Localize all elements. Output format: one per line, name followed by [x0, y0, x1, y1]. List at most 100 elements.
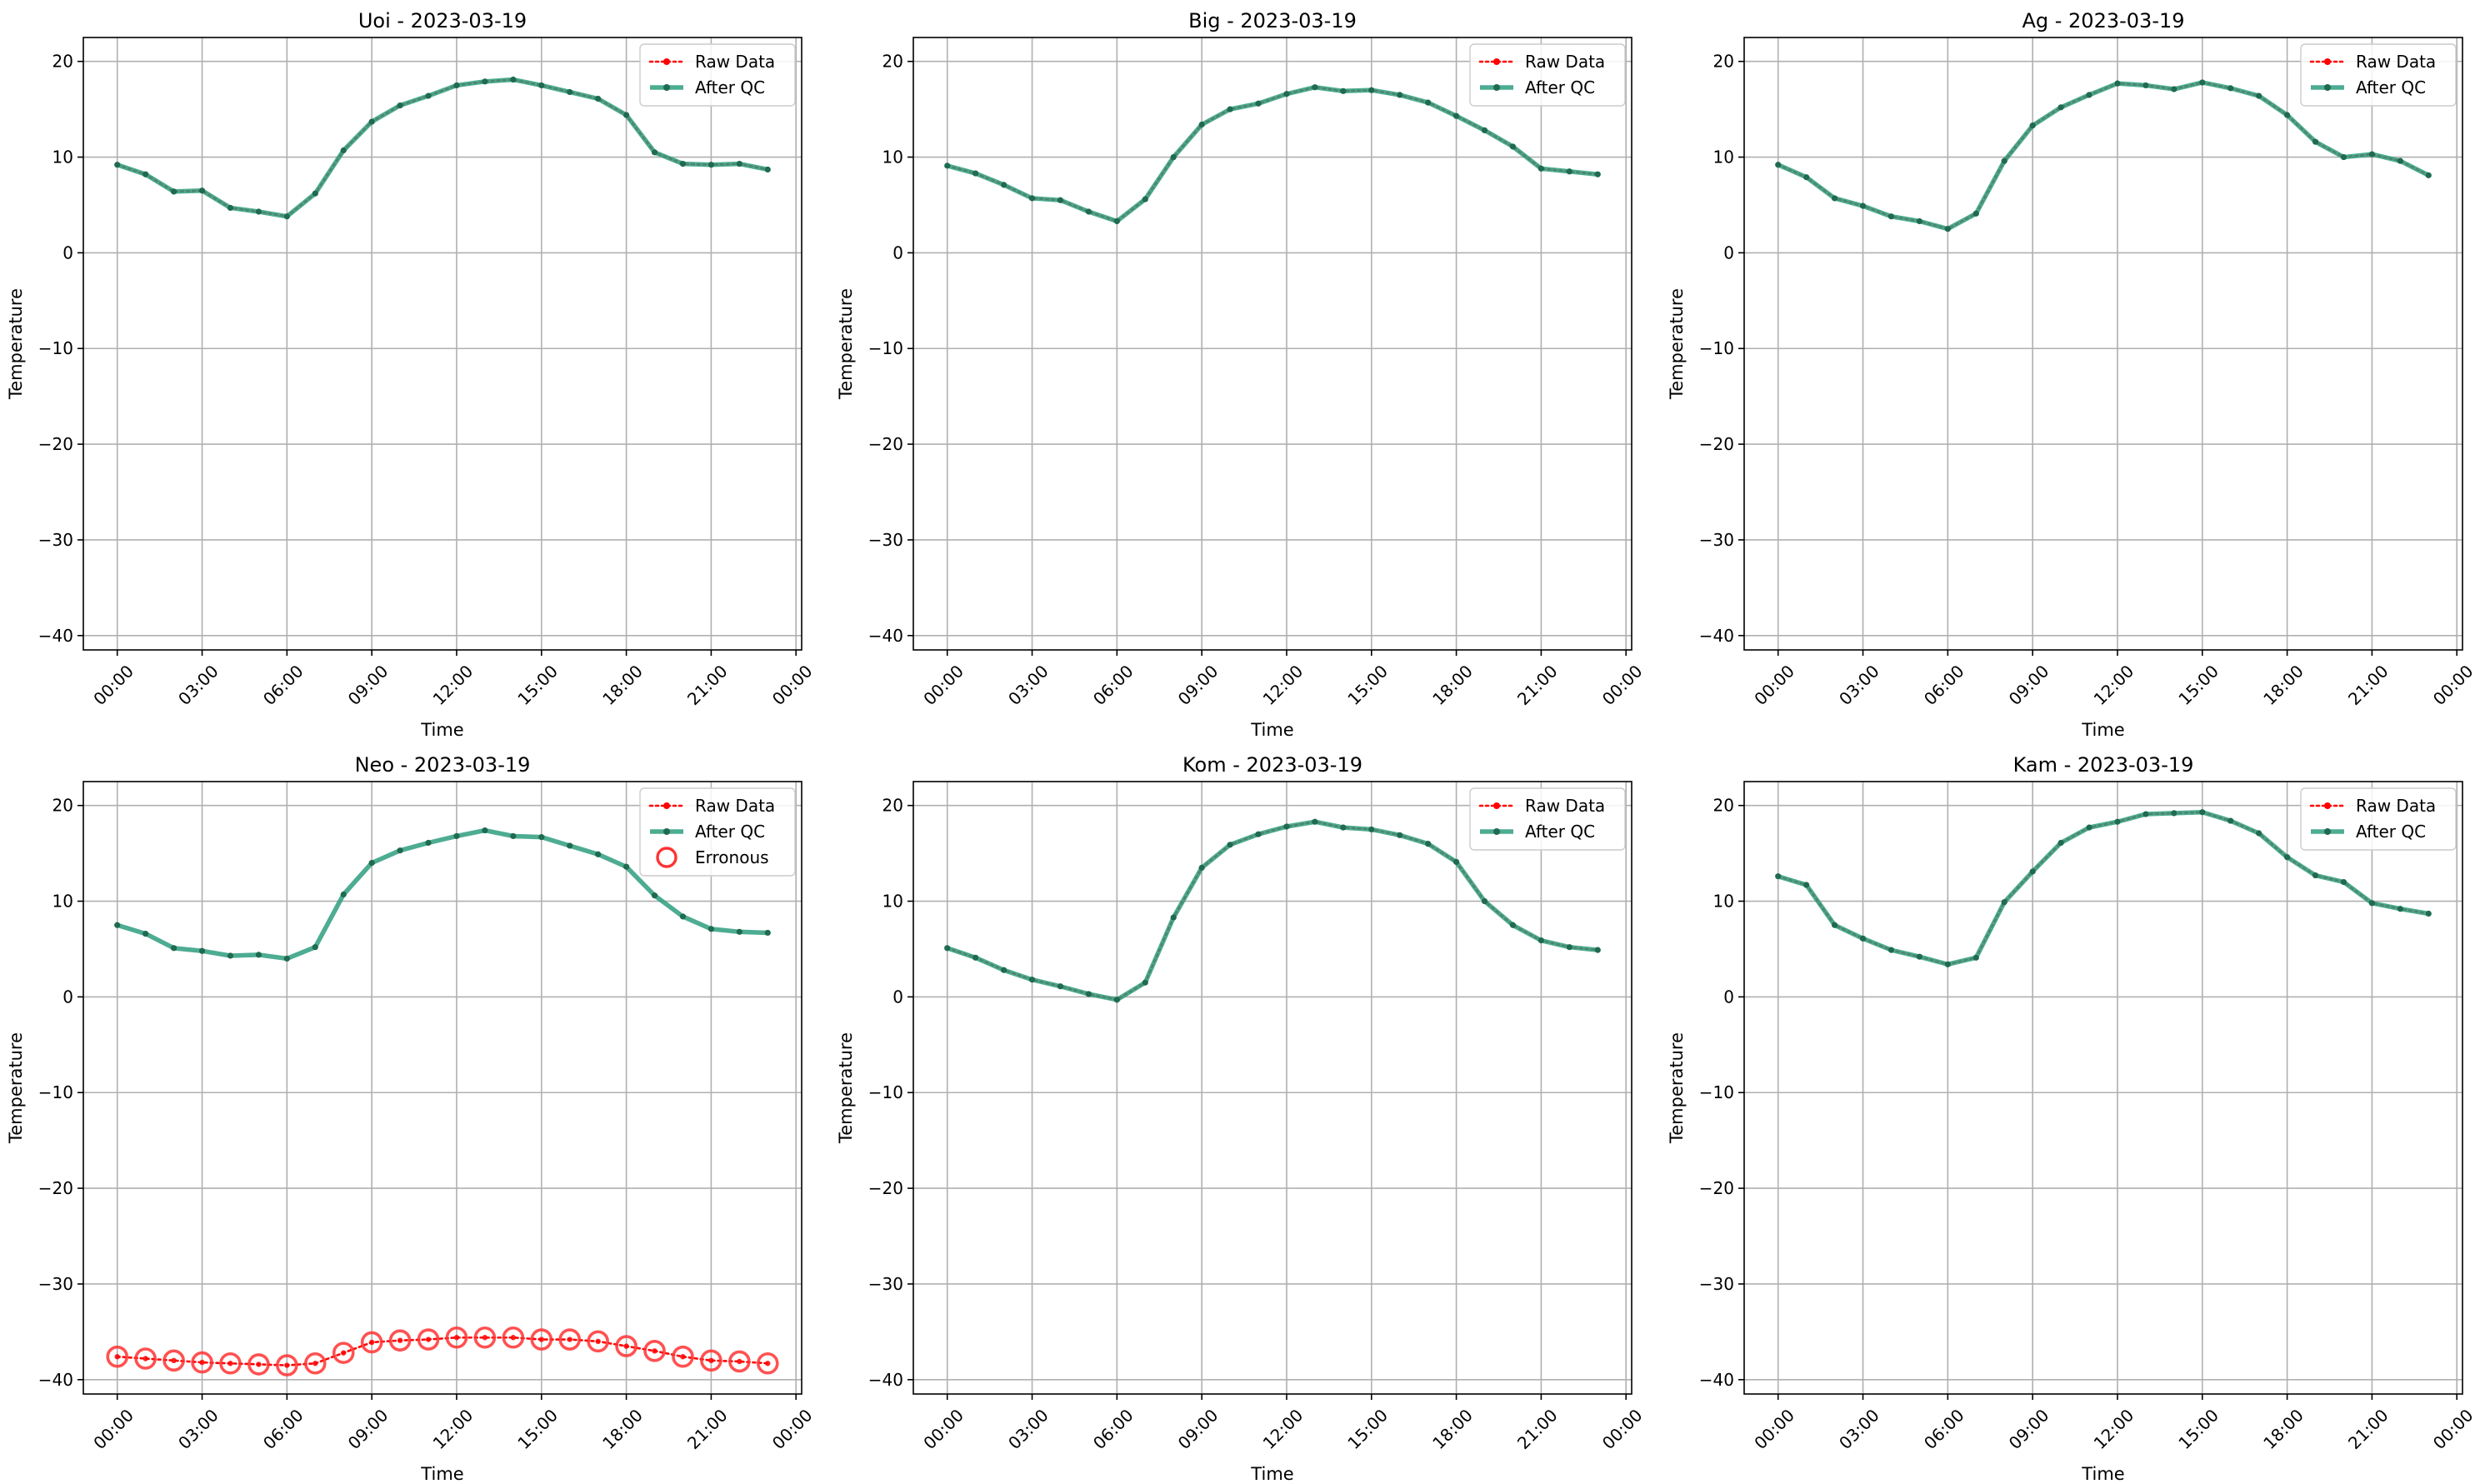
chart-3-ytick-label-1: −30 — [38, 1274, 73, 1294]
chart-5-xtick-label-3: 09:00 — [2005, 1405, 2053, 1453]
chart-0-ytick-label-6: 20 — [52, 52, 73, 72]
chart-3-after-qc-point-15 — [538, 834, 545, 841]
chart-2-ytick-label-1: −30 — [1699, 530, 1734, 550]
chart-3-legend-box — [639, 787, 796, 877]
chart-3-raw-point-17 — [595, 1338, 601, 1345]
chart-3-series-raw-line — [116, 1336, 769, 1367]
chart-4-xtick-label-5: 15:00 — [1343, 1405, 1392, 1453]
chart-5-after-qc-point-6 — [1944, 961, 1951, 967]
chart-2-after-qc-point-20 — [2340, 153, 2348, 161]
chart-3-xtick-label-1: 03:00 — [174, 1405, 222, 1453]
chart-3-axes-frame — [82, 781, 802, 1395]
chart-2-xlabel: Time — [2081, 720, 2124, 740]
chart-4-xtick-label-3: 09:00 — [1174, 1405, 1222, 1453]
chart-3-ytick-label-4: 0 — [62, 987, 73, 1007]
chart-5-ytick-label-5: 10 — [1713, 892, 1734, 912]
chart-4-legend: Raw Data After QC — [1469, 787, 1626, 851]
chart-3-erroneous-point-23 — [756, 1352, 779, 1375]
chart-3-raw-point-15 — [538, 1337, 544, 1342]
chart-0-xtick-label-8: 00:00 — [768, 661, 817, 709]
chart-1-after-qc-point-22 — [1566, 168, 1572, 175]
chart-3-after-qc-point-14 — [510, 832, 517, 840]
chart-1-xtick-label-6: 18:00 — [1428, 661, 1477, 709]
chart-4-after-qc-point-9 — [1198, 864, 1205, 871]
chart-3-erroneous-point-17 — [587, 1330, 609, 1353]
chart-1-ytick-label-0: −40 — [868, 626, 903, 646]
chart-3-after-qc-point-5 — [255, 952, 262, 958]
chart-5: 00:00 03:00 06:00 09:00 12:00 15:00 18:00 21:00… — [1667, 753, 2477, 1484]
chart-0-after-qc-point-2 — [170, 188, 178, 195]
chart-3-raw-point-14 — [510, 1335, 517, 1341]
chart-4-after-qc-point-7 — [1142, 979, 1148, 986]
chart-4: 00:00 03:00 06:00 09:00 12:00 15:00 18:00 21:00… — [836, 753, 1646, 1484]
chart-3-xtick-label-8: 00:00 — [768, 1405, 817, 1453]
chart-5-after-qc-point-1 — [1803, 882, 1810, 888]
chart-1-after-qc-point-10 — [1227, 106, 1233, 112]
chart-1-after-qc-point-6 — [1113, 217, 1120, 225]
chart-2-after-qc-point-11 — [2086, 92, 2092, 98]
chart-2-after-qc-point-17 — [2256, 92, 2262, 99]
chart-3-after-qc-point-6 — [283, 955, 290, 962]
chart-0-xtick-label-1: 03:00 — [174, 661, 222, 709]
chart-1-after-qc-point-23 — [1594, 171, 1601, 177]
chart-3-raw-point-6 — [284, 1362, 290, 1368]
chart-0-ytick-label-0: −40 — [38, 626, 73, 646]
chart-1-legend-label-0: Raw Data — [1525, 52, 1605, 72]
chart-1-after-qc-point-2 — [1000, 182, 1008, 188]
chart-0-axes-frame — [82, 37, 802, 651]
chart-1-legend-box — [1469, 43, 1626, 107]
chart-0-after-qc-point-15 — [538, 82, 545, 89]
chart-3-xtick-label-5: 15:00 — [513, 1405, 562, 1453]
chart-4-after-qc-point-15 — [1368, 826, 1375, 833]
chart-2-legend-after-qc-marker — [2324, 84, 2331, 91]
chart-3-erroneous-point-11 — [417, 1328, 440, 1351]
chart-3-erroneous-point-4 — [219, 1352, 242, 1375]
chart-2-ytick-label-0: −40 — [1699, 626, 1734, 646]
chart-0-after-qc-point-1 — [142, 171, 149, 177]
chart-3-raw-point-19 — [652, 1348, 658, 1354]
chart-2-xtick-label-2: 06:00 — [1920, 661, 1968, 709]
chart-2-after-qc-point-13 — [2142, 82, 2149, 89]
chart-4-xtick-label-0: 00:00 — [919, 1405, 968, 1453]
chart-5-ytick-label-6: 20 — [1713, 796, 1734, 816]
chart-0-xtick-label-2: 06:00 — [259, 661, 308, 709]
chart-3-raw-point-16 — [567, 1337, 572, 1342]
chart-2-ytick-label-6: 20 — [1713, 52, 1734, 72]
chart-0-after-qc-point-0 — [114, 162, 121, 168]
chart-5-after-qc-point-14 — [2171, 810, 2178, 817]
chart-3-after-qc-point-2 — [170, 945, 178, 952]
chart-5-after-qc-point-15 — [2199, 809, 2206, 816]
chart-2-series-after-qc-line — [1777, 80, 2430, 232]
chart-0-after-qc-point-12 — [453, 82, 460, 89]
chart-3-raw-point-10 — [397, 1337, 403, 1343]
chart-0-after-qc-point-21 — [708, 162, 715, 168]
chart-0-series-after-qc-line — [116, 77, 768, 219]
chart-0-xtick-label-7: 21:00 — [683, 661, 732, 709]
chart-3-legend-label-2: Erronous — [695, 847, 769, 867]
chart-4-legend-after-qc-marker — [1493, 828, 1500, 835]
chart-2-xtick-label-1: 03:00 — [1835, 661, 1883, 709]
chart-0-after-qc-point-11 — [425, 92, 432, 99]
chart-3-xtick-label-7: 21:00 — [683, 1405, 732, 1453]
chart-5-after-qc-point-20 — [2340, 878, 2348, 886]
chart-3-after-qc-point-18 — [622, 863, 630, 870]
chart-3-erroneous-point-13 — [473, 1326, 497, 1349]
chart-3-xtick-label-3: 09:00 — [344, 1405, 392, 1453]
chart-1-xlabel: Time — [1250, 720, 1293, 740]
chart-5-after-qc-point-5 — [1916, 953, 1923, 960]
chart-3-ytick-label-0: −40 — [38, 1370, 73, 1390]
chart-2-xtick-label-8: 00:00 — [2429, 661, 2478, 709]
chart-0-after-qc-point-22 — [736, 160, 742, 167]
chart-0-after-qc-point-23 — [764, 166, 771, 173]
chart-2-title: Ag - 2023-03-19 — [2022, 9, 2184, 32]
chart-2-after-qc-point-21 — [2368, 151, 2376, 157]
chart-0-after-qc-point-8 — [340, 147, 347, 154]
chart-5-after-qc-point-11 — [2086, 824, 2092, 831]
chart-4-title: Kom - 2023-03-19 — [1182, 753, 1362, 777]
chart-3-raw-point-9 — [368, 1339, 375, 1346]
chart-3-raw-point-20 — [680, 1354, 686, 1360]
chart-5-legend: Raw Data After QC — [2300, 787, 2457, 851]
chart-3-raw-point-13 — [482, 1335, 488, 1341]
chart-4-ytick-label-5: 10 — [882, 892, 903, 912]
chart-1-after-qc-point-20 — [1509, 143, 1517, 150]
